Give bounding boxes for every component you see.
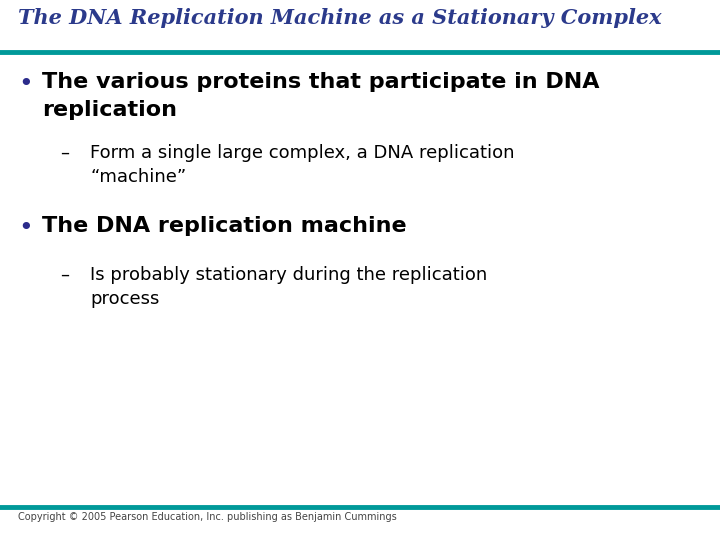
Text: Is probably stationary during the replication: Is probably stationary during the replic… [90, 266, 487, 284]
Text: –: – [60, 144, 69, 162]
Text: The various proteins that participate in DNA: The various proteins that participate in… [42, 72, 600, 92]
Text: •: • [18, 216, 32, 240]
Text: process: process [90, 290, 159, 308]
Text: Form a single large complex, a DNA replication: Form a single large complex, a DNA repli… [90, 144, 515, 162]
Text: The DNA replication machine: The DNA replication machine [42, 216, 407, 236]
Text: Copyright © 2005 Pearson Education, Inc. publishing as Benjamin Cummings: Copyright © 2005 Pearson Education, Inc.… [18, 512, 397, 522]
Text: replication: replication [42, 100, 177, 120]
Text: The DNA Replication Machine as a Stationary Complex: The DNA Replication Machine as a Station… [18, 8, 662, 28]
Text: “machine”: “machine” [90, 168, 186, 186]
Text: •: • [18, 72, 32, 96]
Text: –: – [60, 266, 69, 284]
